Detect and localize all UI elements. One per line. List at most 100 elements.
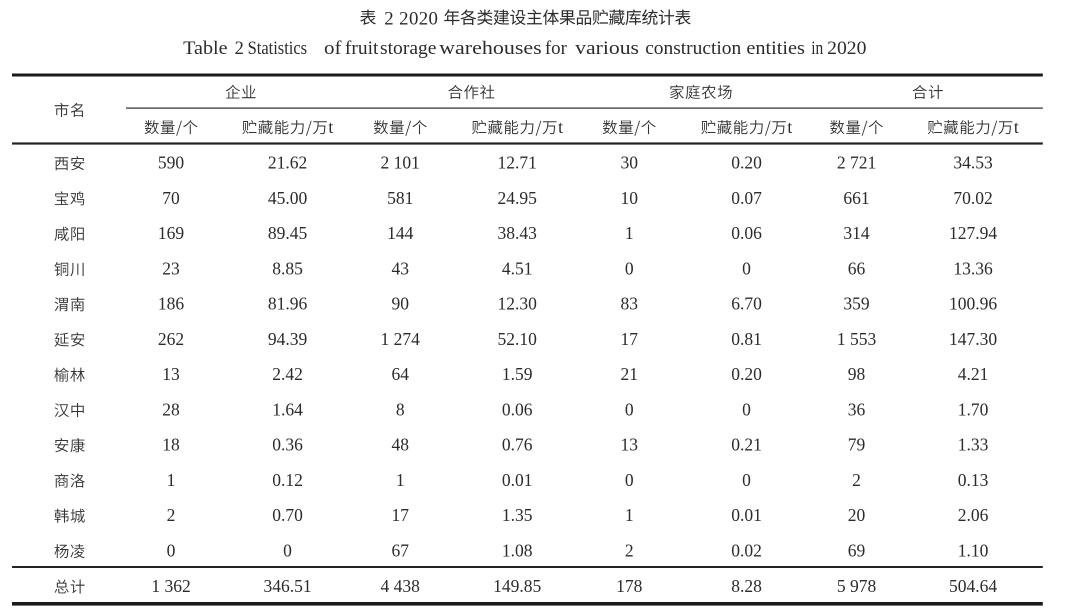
svg-text:178: 178 <box>616 576 643 596</box>
svg-text:8.85: 8.85 <box>272 258 303 278</box>
svg-text:0.70: 0.70 <box>272 505 303 525</box>
svg-text:0.02: 0.02 <box>731 540 762 560</box>
svg-text:0.76: 0.76 <box>502 435 533 455</box>
svg-text:2 2020: 2 2020 <box>384 8 438 29</box>
svg-text:t: t <box>787 117 792 137</box>
svg-text:0: 0 <box>625 399 634 419</box>
svg-text:70: 70 <box>162 188 180 208</box>
svg-text:12.30: 12.30 <box>498 294 538 314</box>
svg-text:0.06: 0.06 <box>502 399 533 419</box>
svg-text:64: 64 <box>391 364 409 384</box>
svg-text:0.81: 0.81 <box>731 329 762 349</box>
svg-text:1 274: 1 274 <box>381 329 421 349</box>
svg-text:4.21: 4.21 <box>958 364 989 384</box>
svg-text:24.95: 24.95 <box>498 188 538 208</box>
svg-text:17: 17 <box>620 329 638 349</box>
svg-text:45.00: 45.00 <box>268 188 308 208</box>
svg-text:0.20: 0.20 <box>731 364 762 384</box>
svg-text:t: t <box>558 117 563 137</box>
svg-text:38.43: 38.43 <box>498 223 538 243</box>
svg-text:8: 8 <box>396 399 405 419</box>
svg-text:144: 144 <box>387 223 414 243</box>
svg-text:590: 590 <box>158 153 185 173</box>
svg-text:1: 1 <box>167 470 176 490</box>
svg-text:661: 661 <box>843 188 869 208</box>
svg-text:0.21: 0.21 <box>731 435 762 455</box>
svg-text:149.85: 149.85 <box>493 576 541 596</box>
svg-text:2: 2 <box>167 505 176 525</box>
svg-text:warehouses: warehouses <box>439 38 542 59</box>
svg-text:346.51: 346.51 <box>263 576 311 596</box>
svg-text:34.53: 34.53 <box>953 153 993 173</box>
svg-text:66: 66 <box>848 258 866 278</box>
svg-text:storage: storage <box>380 38 437 59</box>
svg-text:83: 83 <box>620 294 638 314</box>
svg-text:13: 13 <box>162 364 180 384</box>
svg-text:17: 17 <box>391 505 409 525</box>
svg-text:0: 0 <box>625 470 634 490</box>
svg-text:169: 169 <box>158 223 185 243</box>
svg-text:43: 43 <box>391 258 409 278</box>
svg-text:1.70: 1.70 <box>958 399 989 419</box>
svg-text:1.59: 1.59 <box>502 364 533 384</box>
svg-text:0: 0 <box>625 258 634 278</box>
svg-text:1.33: 1.33 <box>958 435 989 455</box>
svg-text:28: 28 <box>162 399 180 419</box>
svg-text:1.35: 1.35 <box>502 505 533 525</box>
svg-text:2: 2 <box>852 470 861 490</box>
svg-text:89.45: 89.45 <box>268 223 308 243</box>
svg-text:23: 23 <box>162 258 180 278</box>
svg-text:2: 2 <box>235 38 244 59</box>
svg-text:30: 30 <box>620 153 638 173</box>
svg-text:70.02: 70.02 <box>953 188 992 208</box>
svg-text:t: t <box>1014 117 1019 137</box>
svg-text:127.94: 127.94 <box>949 223 997 243</box>
svg-text:90: 90 <box>391 294 409 314</box>
svg-text:48: 48 <box>391 435 409 455</box>
svg-text:98: 98 <box>848 364 866 384</box>
svg-text:2.06: 2.06 <box>958 505 989 525</box>
svg-text:2020: 2020 <box>827 38 866 59</box>
svg-text:4.51: 4.51 <box>502 258 533 278</box>
svg-text:5 978: 5 978 <box>837 576 877 596</box>
svg-text:of: of <box>324 38 342 59</box>
svg-text:0: 0 <box>167 540 176 560</box>
svg-text:36: 36 <box>848 399 866 419</box>
svg-text:1: 1 <box>625 223 634 243</box>
svg-text:fruit: fruit <box>345 38 379 59</box>
svg-text:various: various <box>575 38 639 59</box>
svg-text:6.70: 6.70 <box>731 294 762 314</box>
svg-text:in: in <box>811 38 823 59</box>
svg-text:0.01: 0.01 <box>502 470 533 490</box>
svg-text:entities: entities <box>746 38 805 59</box>
svg-text:21: 21 <box>620 364 638 384</box>
svg-text:1.64: 1.64 <box>272 399 303 419</box>
svg-text:1 553: 1 553 <box>837 329 877 349</box>
svg-text:67: 67 <box>391 540 409 560</box>
svg-text:262: 262 <box>158 329 184 349</box>
svg-text:94.39: 94.39 <box>268 329 308 349</box>
svg-text:Statistics: Statistics <box>248 38 308 59</box>
svg-text:52.10: 52.10 <box>498 329 538 349</box>
svg-text:0.07: 0.07 <box>731 188 762 208</box>
svg-text:504.64: 504.64 <box>949 576 997 596</box>
svg-text:0: 0 <box>283 540 292 560</box>
svg-text:81.96: 81.96 <box>268 294 308 314</box>
svg-text:147.30: 147.30 <box>949 329 997 349</box>
svg-text:69: 69 <box>848 540 866 560</box>
svg-text:0.20: 0.20 <box>731 153 762 173</box>
svg-text:18: 18 <box>162 435 180 455</box>
svg-text:1: 1 <box>625 505 634 525</box>
svg-text:12.71: 12.71 <box>498 153 537 173</box>
svg-text:4 438: 4 438 <box>381 576 421 596</box>
svg-text:8.28: 8.28 <box>731 576 762 596</box>
svg-text:construction: construction <box>645 38 741 59</box>
svg-text:100.96: 100.96 <box>949 294 997 314</box>
svg-text:for: for <box>545 38 568 59</box>
svg-text:0: 0 <box>742 399 751 419</box>
svg-text:2.42: 2.42 <box>272 364 303 384</box>
svg-text:2 101: 2 101 <box>381 153 420 173</box>
svg-text:1.10: 1.10 <box>958 540 989 560</box>
svg-text:581: 581 <box>387 188 413 208</box>
svg-text:79: 79 <box>848 435 866 455</box>
